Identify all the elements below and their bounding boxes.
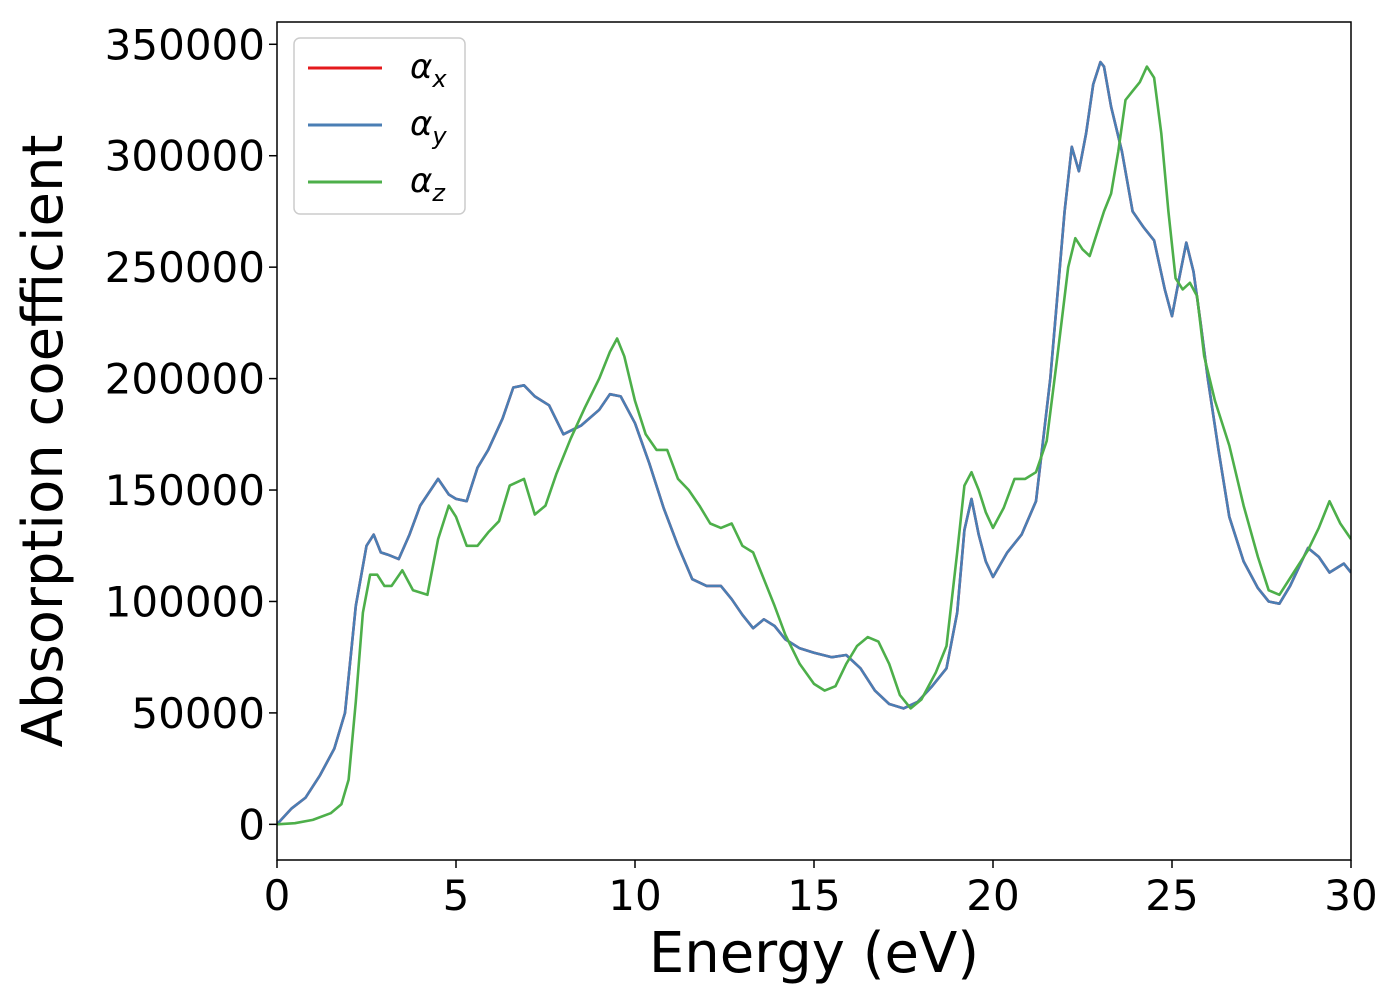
y-tick-label: 0 xyxy=(238,800,265,849)
y-tick-label: 200000 xyxy=(105,355,265,404)
legend-label-y: αy xyxy=(410,104,447,150)
x-tick-label: 0 xyxy=(264,871,291,920)
x-tick-label: 30 xyxy=(1324,871,1377,920)
x-tick-label: 25 xyxy=(1145,871,1198,920)
y-tick-label: 50000 xyxy=(131,689,265,738)
y-tick-label: 250000 xyxy=(105,243,265,292)
x-axis-ticks: 0 5 10 15 20 25 30 xyxy=(264,860,1378,920)
x-tick-label: 15 xyxy=(787,871,840,920)
x-tick-label: 10 xyxy=(608,871,661,920)
y-tick-label: 100000 xyxy=(105,577,265,626)
y-tick-label: 150000 xyxy=(105,466,265,515)
x-tick-label: 20 xyxy=(966,871,1019,920)
legend-label-z: αz xyxy=(410,161,446,207)
y-axis-title: Absorption coefficient xyxy=(11,135,76,748)
series-line-y xyxy=(277,60,1351,826)
y-axis-ticks: 0 50000 100000 150000 200000 250000 300000 3500… xyxy=(105,20,277,849)
y-tick-label: 350000 xyxy=(105,20,265,69)
legend: αx αy αz xyxy=(293,37,466,215)
y-tick-label: 300000 xyxy=(105,132,265,181)
series-line-z xyxy=(277,65,1351,826)
legend-label-x: αx xyxy=(410,47,447,93)
series-lines xyxy=(277,60,1351,826)
x-tick-label: 5 xyxy=(443,871,470,920)
x-axis-title: Energy (eV) xyxy=(649,921,979,986)
